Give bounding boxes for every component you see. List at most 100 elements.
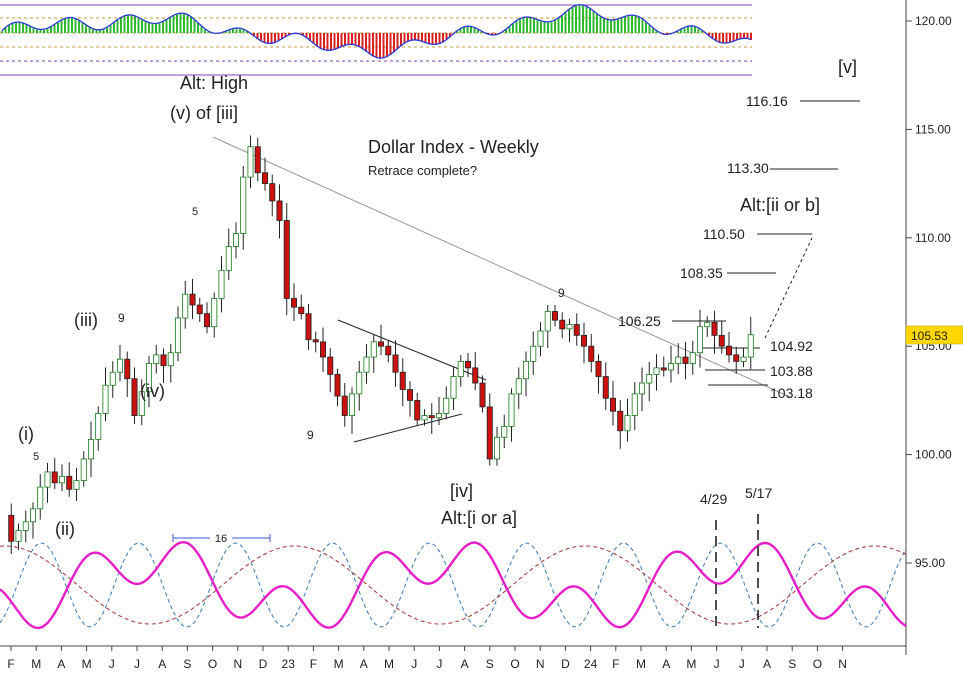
- candle-down: [203, 313, 210, 328]
- target-110-50-label: 110.50: [703, 226, 745, 242]
- time-tick-label: F: [310, 657, 317, 671]
- alt-ii-or-b-label: Alt:[ii or b]: [740, 195, 820, 215]
- oscillator-panel: [0, 0, 752, 78]
- candle-up: [138, 391, 145, 416]
- candle-up: [117, 358, 124, 373]
- cycle-red-line: [0, 545, 907, 625]
- candle-up: [530, 345, 537, 362]
- time-tick-label: A: [158, 657, 166, 671]
- candle-up: [740, 356, 747, 362]
- candle-down: [617, 410, 624, 432]
- wave-iv-label: (iv): [140, 381, 165, 401]
- candle-down: [160, 354, 167, 367]
- candle-up: [109, 371, 116, 386]
- candle-down: [711, 321, 718, 336]
- time-tick-label: A: [662, 657, 670, 671]
- candle-up: [747, 334, 754, 358]
- candle-down: [51, 471, 58, 484]
- candle-up: [363, 356, 370, 373]
- candle-down: [392, 354, 399, 373]
- candle-up: [631, 393, 638, 416]
- time-tick-label: J: [109, 657, 115, 671]
- candle-up: [537, 330, 544, 347]
- time-tick-label: S: [183, 657, 191, 671]
- time-tick-label: J: [714, 657, 720, 671]
- time-tick-label: A: [461, 657, 469, 671]
- alt-i-or-a-label: Alt:[i or a]: [441, 508, 517, 528]
- time-tick-label: D: [259, 657, 268, 671]
- wave-ii-label: (ii): [55, 519, 75, 539]
- candle-up: [501, 426, 508, 438]
- candle-down: [718, 334, 725, 347]
- candle-down: [733, 354, 740, 362]
- wave-iii-label: (iii): [74, 310, 98, 330]
- count-5-top-label: 5: [192, 206, 198, 218]
- candle-down: [290, 298, 297, 308]
- target-106-25-label: 106.25: [618, 313, 661, 329]
- candle-up: [44, 471, 51, 488]
- candle-up: [348, 393, 355, 416]
- candle-down: [319, 341, 326, 358]
- candle-down: [8, 514, 15, 542]
- wave-big-v-label: [v]: [838, 57, 857, 77]
- time-tick-label: F: [612, 657, 619, 671]
- candle-down: [189, 293, 196, 306]
- oscillator-guide-lines: [0, 4, 752, 76]
- candle-up: [653, 367, 660, 375]
- time-tick-label: S: [788, 657, 796, 671]
- triangle-lower-line: [353, 413, 463, 443]
- candle-up: [421, 415, 428, 421]
- candle-up: [515, 378, 522, 395]
- candle-up: [508, 393, 515, 427]
- candle-up: [370, 341, 377, 358]
- candle-down: [283, 220, 290, 299]
- last-price-badge: 105.53: [905, 325, 963, 345]
- target-108-35-label: 108.35: [680, 265, 723, 281]
- wave-big-iv-label: [iv]: [450, 481, 473, 501]
- oscillator-line: [1, 3, 752, 59]
- candle-down: [595, 360, 602, 377]
- time-tick-label: N: [536, 657, 545, 671]
- candle-up: [59, 475, 66, 484]
- candle-down: [269, 183, 276, 202]
- candle-down: [573, 324, 580, 336]
- count-9-blue-label: 9: [307, 428, 314, 442]
- time-tick-label: 24: [584, 657, 598, 671]
- date-5-17-label: 5/17: [745, 485, 772, 501]
- time-tick-label: M: [636, 657, 646, 671]
- candle-down: [124, 358, 131, 380]
- time-tick-label: J: [436, 657, 442, 671]
- count-9-right-label: 9: [558, 286, 565, 300]
- time-tick-label: M: [686, 657, 696, 671]
- candle-down: [334, 373, 341, 397]
- candle-down: [327, 356, 334, 375]
- candle-down: [581, 334, 588, 347]
- candle-down: [312, 339, 319, 343]
- candle-up: [668, 363, 675, 371]
- level-103-18-label: 103.18: [770, 385, 813, 401]
- candle-up: [102, 384, 109, 414]
- time-tick-label: O: [510, 657, 519, 671]
- candle-up: [37, 486, 44, 510]
- candle-up: [73, 480, 80, 490]
- level-103-88-label: 103.88: [770, 363, 813, 379]
- triangle-upper-line: [337, 319, 487, 381]
- candle-up: [211, 298, 218, 328]
- last-price-label: 105.53: [911, 329, 948, 343]
- candle-up: [80, 458, 87, 482]
- candle-down: [472, 367, 479, 384]
- candle-up: [704, 321, 711, 328]
- time-tick-label: A: [763, 657, 771, 671]
- projection-line: [764, 237, 813, 339]
- candle-up: [95, 413, 102, 440]
- candle-up: [22, 521, 29, 531]
- time-tick-label: M: [82, 657, 92, 671]
- target-113-30-label: 113.30: [727, 160, 769, 176]
- annotations: Dollar Index - Weekly Retrace complete? …: [18, 57, 857, 539]
- candle-up: [435, 413, 442, 419]
- target-levels: [672, 100, 860, 386]
- candle-down: [726, 345, 733, 356]
- candle-up: [356, 371, 363, 395]
